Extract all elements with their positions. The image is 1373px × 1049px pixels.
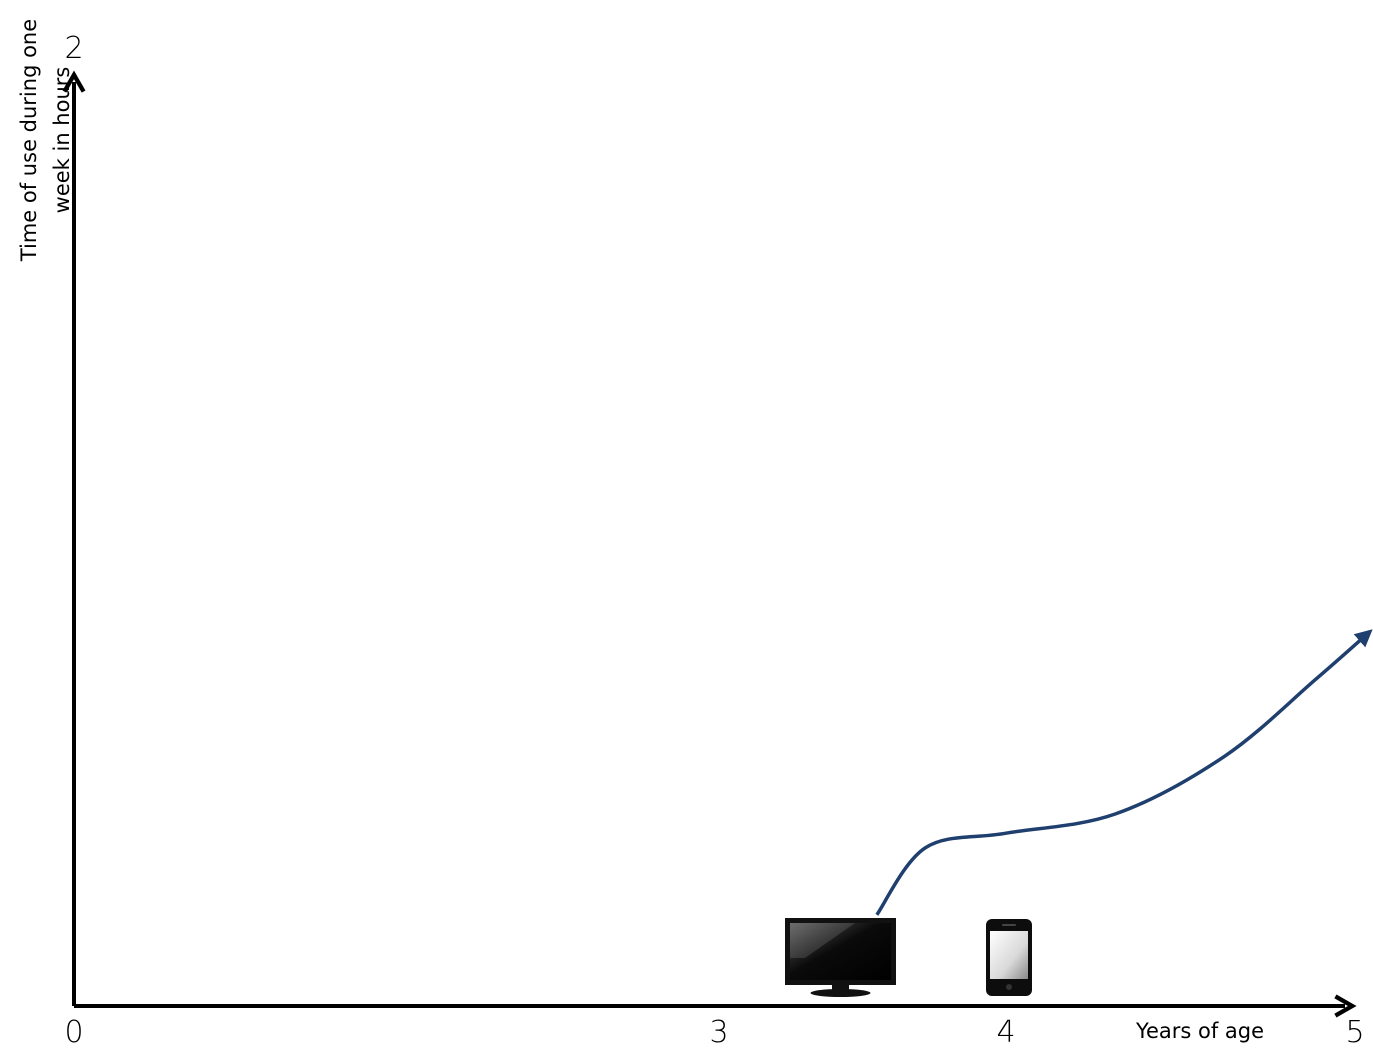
smartphone-icon [986, 919, 1032, 996]
x-axis-label: Years of age [1135, 1019, 1264, 1043]
y-axis-label: Time of use during one week in hours [17, 19, 74, 262]
x-tick-label-5: 5 [1345, 1015, 1364, 1049]
y-axis-label-line-1: Time of use during one [17, 19, 41, 262]
y-axis-label-line-2: week in hours [50, 67, 74, 214]
x-tick-labels: 0 3 4 5 [64, 1015, 1364, 1049]
x-tick-label-3: 3 [709, 1015, 728, 1049]
x-tick-label-0: 0 [64, 1015, 83, 1049]
series-line-0 [875, 629, 1373, 916]
y-tick-label-2: 2 [64, 31, 83, 66]
tv-icon [785, 918, 896, 997]
axes [62, 70, 1357, 1018]
series-layer [875, 629, 1373, 916]
x-tick-label-4: 4 [996, 1015, 1015, 1049]
y-tick-labels: 2 [64, 31, 83, 66]
